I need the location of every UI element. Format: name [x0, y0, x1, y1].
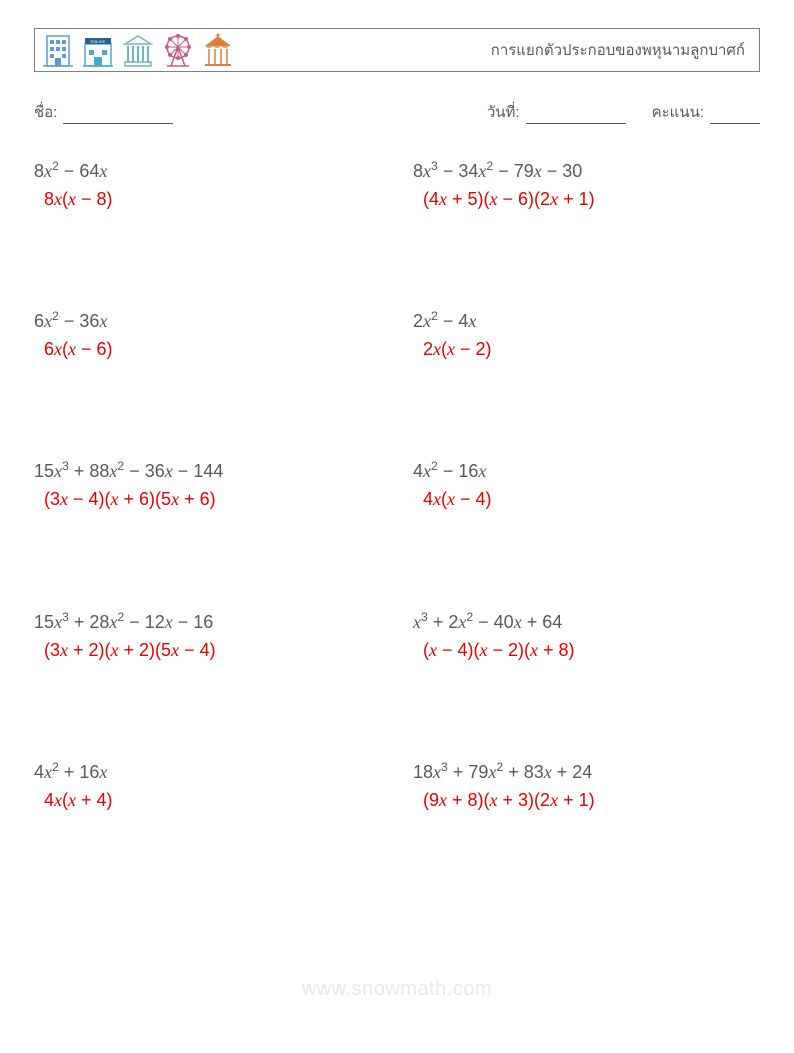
name-label: ชื่อ:	[34, 100, 57, 124]
problem-4: 2x2 − 4x 2x(x − 2)	[397, 308, 760, 362]
problem-10: 18x3 + 79x2 + 83x + 24 (9x + 8)(x + 3)(2…	[397, 759, 760, 813]
meta-name: ชื่อ:	[34, 100, 173, 124]
problem-answer: (x − 4)(x − 2)(x + 8)	[423, 637, 760, 663]
problem-expression: 4x2 + 16x	[34, 759, 397, 785]
problem-answer: 8x(x − 8)	[44, 186, 397, 212]
ferris-wheel-icon	[161, 32, 195, 68]
carousel-icon	[201, 32, 235, 68]
problem-answer: (3x − 4)(x + 6)(5x + 6)	[44, 486, 397, 512]
problem-answer: 2x(x − 2)	[423, 336, 760, 362]
problem-2: 8x3 − 34x2 − 79x − 30 (4x + 5)(x − 6)(2x…	[397, 158, 760, 212]
problems-grid: 8x2 − 64x 8x(x − 8) 8x3 − 34x2 − 79x − 3…	[34, 158, 760, 813]
problem-expression: 8x3 − 34x2 − 79x − 30	[413, 158, 760, 184]
problem-expression: x3 + 2x2 − 40x + 64	[413, 609, 760, 635]
name-blank[interactable]	[63, 107, 173, 124]
problem-expression: 6x2 − 36x	[34, 308, 397, 334]
problem-3: 6x2 − 36x 6x(x − 6)	[34, 308, 397, 362]
date-blank[interactable]	[526, 107, 626, 124]
problem-7: 15x3 + 28x2 − 12x − 16 (3x + 2)(x + 2)(5…	[34, 609, 397, 663]
problem-8: x3 + 2x2 − 40x + 64 (x − 4)(x − 2)(x + 8…	[397, 609, 760, 663]
worksheet-title: การแยกตัวประกอบของพหุนามลูกบาศก์	[491, 38, 745, 62]
meta-right: วันที่: คะแนน:	[487, 100, 760, 124]
problem-answer: (9x + 8)(x + 3)(2x + 1)	[423, 787, 760, 813]
problem-9: 4x2 + 16x 4x(x + 4)	[34, 759, 397, 813]
problem-answer: 6x(x − 6)	[44, 336, 397, 362]
svg-text:POLICE: POLICE	[91, 39, 106, 44]
meta-row: ชื่อ: วันที่: คะแนน:	[34, 100, 760, 124]
watermark: www.snowmath.com	[0, 978, 794, 1001]
problem-answer: 4x(x + 4)	[44, 787, 397, 813]
police-icon: POLICE	[81, 32, 115, 68]
problem-expression: 8x2 − 64x	[34, 158, 397, 184]
problem-6: 4x2 − 16x 4x(x − 4)	[397, 458, 760, 512]
building-icon	[41, 32, 75, 68]
date-label: วันที่:	[487, 100, 520, 124]
problem-1: 8x2 − 64x 8x(x − 8)	[34, 158, 397, 212]
problem-answer: (3x + 2)(x + 2)(5x − 4)	[44, 637, 397, 663]
score-label: คะแนน:	[652, 100, 704, 124]
header-icon-strip: POLICE	[41, 32, 235, 68]
worksheet-page: POLICE	[0, 0, 794, 1053]
problem-5: 15x3 + 88x2 − 36x − 144 (3x − 4)(x + 6)(…	[34, 458, 397, 512]
problem-answer: (4x + 5)(x − 6)(2x + 1)	[423, 186, 760, 212]
score-blank[interactable]	[710, 107, 760, 124]
header-box: POLICE	[34, 28, 760, 72]
problem-expression: 4x2 − 16x	[413, 458, 760, 484]
problem-expression: 2x2 − 4x	[413, 308, 760, 334]
bank-icon	[121, 32, 155, 68]
problem-expression: 18x3 + 79x2 + 83x + 24	[413, 759, 760, 785]
problem-expression: 15x3 + 28x2 − 12x − 16	[34, 609, 397, 635]
problem-expression: 15x3 + 88x2 − 36x − 144	[34, 458, 397, 484]
problem-answer: 4x(x − 4)	[423, 486, 760, 512]
